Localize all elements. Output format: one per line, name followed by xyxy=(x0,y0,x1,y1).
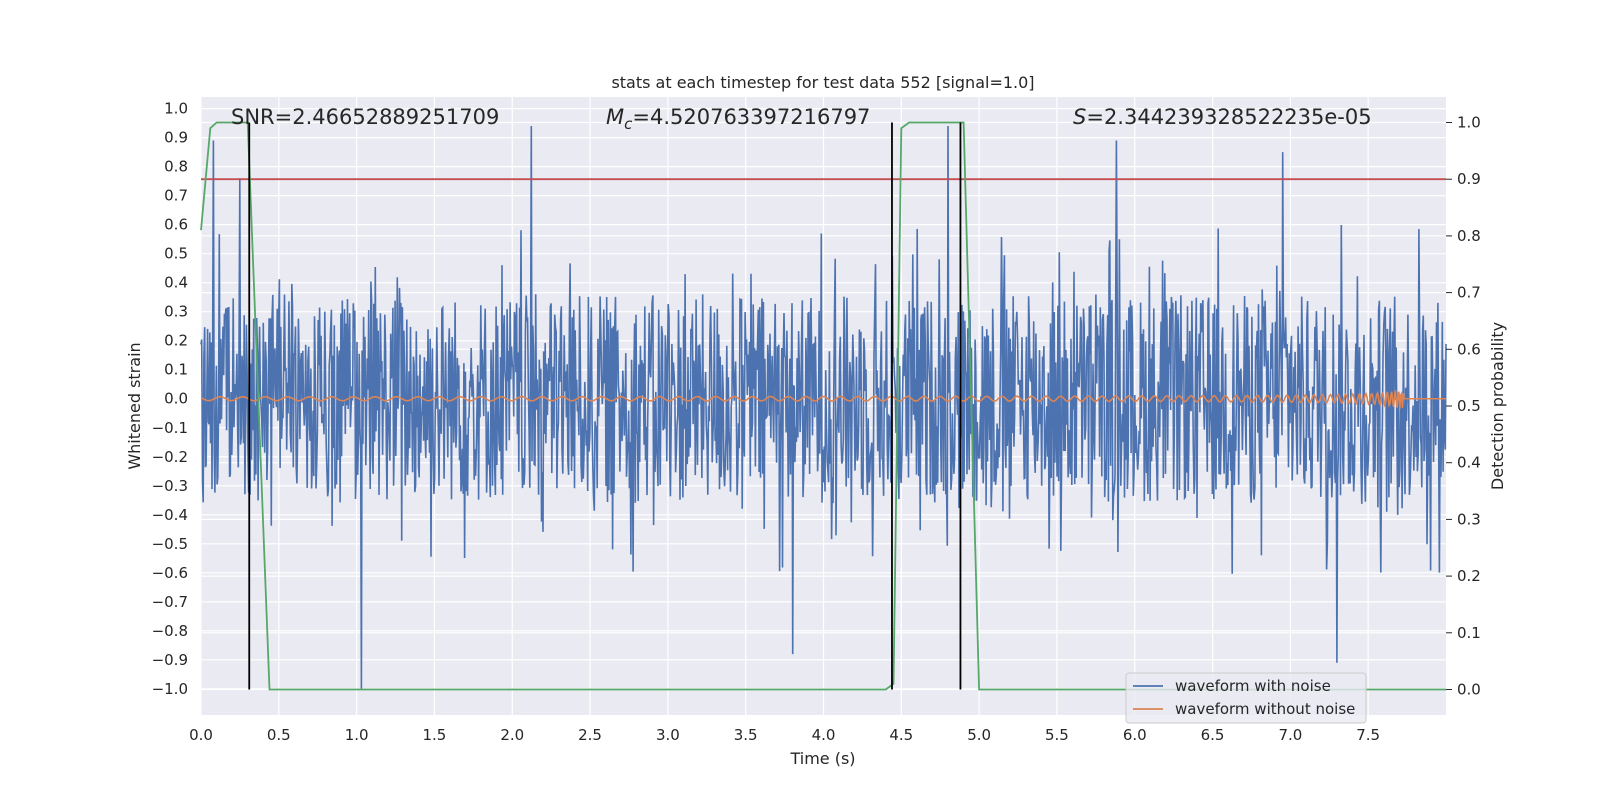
snr-annotation: SNR=2.46652889251709 xyxy=(231,105,499,129)
y2-tick-label: 0.4 xyxy=(1457,454,1481,472)
x-tick-label: 6.5 xyxy=(1201,726,1225,744)
y-tick-label: 0.8 xyxy=(164,158,188,176)
chirp-mass-value: =4.520763397216797 xyxy=(632,105,870,129)
legend-label-noise: waveform with noise xyxy=(1175,677,1331,695)
y2-tick-label: 0.0 xyxy=(1457,680,1481,698)
y-tick-label: −0.3 xyxy=(152,477,188,495)
y2-tick-label: 0.6 xyxy=(1457,340,1481,358)
y2-tick-label: 0.8 xyxy=(1457,227,1481,245)
legend: waveform with noise waveform without noi… xyxy=(1125,672,1367,724)
waveform-without-noise-line xyxy=(200,390,1446,409)
y2-tick-label: 0.3 xyxy=(1457,510,1481,528)
y-tick-label: −0.7 xyxy=(152,593,188,611)
x-tick-label: 3.0 xyxy=(656,726,680,744)
waveform-with-noise-line xyxy=(200,125,1447,689)
y-tick-label: −0.8 xyxy=(152,622,188,640)
chart-title: stats at each timestep for test data 552… xyxy=(611,73,1034,92)
legend-box xyxy=(1125,672,1367,724)
x-tick-label: 2.5 xyxy=(578,726,602,744)
y2-tick-label: 0.1 xyxy=(1457,624,1481,642)
y2-tick-label: 0.5 xyxy=(1457,397,1481,415)
y2-tick-label: 0.7 xyxy=(1457,284,1481,302)
y-axis-ticks: 1.0 0.9 0.8 0.7 0.6 0.5 0.4 0.3 0.2 0.1 0.0 −0.1 −0.… xyxy=(152,100,188,698)
chirp-mass-annotation: Mc=4.520763397216797 xyxy=(606,105,870,133)
y-tick-label: 0.9 xyxy=(164,129,188,147)
waveform-without-noise-series xyxy=(200,390,1446,409)
y2-tick-label: 0.2 xyxy=(1457,567,1481,585)
y-tick-label: 0.5 xyxy=(164,245,188,263)
legend-label-clean: waveform without noise xyxy=(1175,700,1355,718)
x-tick-label: 1.0 xyxy=(345,726,369,744)
y-tick-label: −0.5 xyxy=(152,535,188,553)
x-tick-label: 3.5 xyxy=(734,726,758,744)
y-tick-label: −0.6 xyxy=(152,564,188,582)
chirp-mass-symbol: M xyxy=(606,105,624,129)
waveform-with-noise-series xyxy=(200,125,1447,689)
x-tick-label: 0.5 xyxy=(267,726,291,744)
s-annotation: S=2.344239328522235e-05 xyxy=(1073,105,1372,129)
y-tick-label: −0.1 xyxy=(152,419,188,437)
chirp-mass-subscript: c xyxy=(624,115,633,133)
y2-axis-ticks: 1.0 0.9 0.8 0.7 0.6 0.5 0.4 0.3 0.2 0.1 0.0 xyxy=(1446,114,1481,698)
x-tick-label: 0.0 xyxy=(189,726,213,744)
y-tick-label: 0.6 xyxy=(164,216,188,234)
x-tick-label: 1.5 xyxy=(423,726,447,744)
s-value: =2.344239328522235e-05 xyxy=(1086,105,1371,129)
y-tick-label: 0.1 xyxy=(164,361,188,379)
x-tick-label: 4.0 xyxy=(812,726,836,744)
x-tick-label: 2.0 xyxy=(500,726,524,744)
x-tick-label: 4.5 xyxy=(889,726,913,744)
x-tick-label: 5.5 xyxy=(1045,726,1069,744)
x-axis-label: Time (s) xyxy=(789,749,855,768)
event-vlines xyxy=(248,122,962,690)
y-axis-label: Whitened strain xyxy=(125,342,144,469)
y-tick-label: −0.4 xyxy=(152,506,188,524)
s-symbol: S xyxy=(1073,105,1086,129)
x-tick-label: 7.0 xyxy=(1278,726,1302,744)
x-tick-label: 6.0 xyxy=(1123,726,1147,744)
detection-probability-line xyxy=(200,121,1446,691)
y2-tick-label: 1.0 xyxy=(1457,114,1481,132)
x-axis-ticks: 0.0 0.5 1.0 1.5 2.0 2.5 3.0 3.5 4.0 4.5 5.0 5.5 6.0 6… xyxy=(189,726,1380,744)
y2-tick-label: 0.9 xyxy=(1457,170,1481,188)
y2-axis-label: Detection probability xyxy=(1488,322,1507,490)
y-tick-label: 0.2 xyxy=(164,332,188,350)
x-tick-label: 5.0 xyxy=(967,726,991,744)
y-tick-label: 0.3 xyxy=(164,303,188,321)
y-tick-label: −1.0 xyxy=(152,680,188,698)
x-tick-label: 7.5 xyxy=(1356,726,1380,744)
y-tick-label: 1.0 xyxy=(164,100,188,118)
y-tick-label: 0.7 xyxy=(164,187,188,205)
detection-probability-series xyxy=(200,121,1446,691)
y-tick-label: −0.9 xyxy=(152,651,188,669)
y-tick-label: 0.4 xyxy=(164,274,188,292)
y-tick-label: −0.2 xyxy=(152,448,188,466)
y-tick-label: 0.0 xyxy=(164,390,188,408)
